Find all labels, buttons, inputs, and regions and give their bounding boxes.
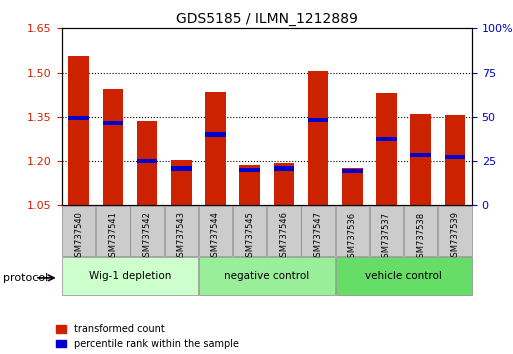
Text: GSM737546: GSM737546 bbox=[280, 211, 288, 262]
Text: GSM737543: GSM737543 bbox=[177, 211, 186, 262]
Bar bbox=[273, 162, 294, 205]
Bar bbox=[410, 114, 431, 205]
FancyBboxPatch shape bbox=[199, 206, 232, 256]
Bar bbox=[205, 132, 226, 137]
Text: GSM737542: GSM737542 bbox=[143, 211, 151, 262]
FancyBboxPatch shape bbox=[404, 206, 438, 256]
FancyBboxPatch shape bbox=[96, 206, 130, 256]
Bar bbox=[376, 137, 397, 141]
Bar bbox=[308, 71, 328, 205]
Bar bbox=[240, 168, 260, 172]
Text: GSM737547: GSM737547 bbox=[313, 211, 323, 262]
FancyBboxPatch shape bbox=[62, 206, 95, 256]
Bar bbox=[445, 115, 465, 205]
FancyBboxPatch shape bbox=[336, 206, 369, 256]
FancyBboxPatch shape bbox=[267, 206, 301, 256]
Text: GSM737541: GSM737541 bbox=[108, 211, 117, 262]
Text: protocol: protocol bbox=[3, 273, 48, 283]
Text: GSM737540: GSM737540 bbox=[74, 211, 83, 262]
Text: GSM737537: GSM737537 bbox=[382, 211, 391, 263]
FancyBboxPatch shape bbox=[199, 257, 335, 295]
Text: Wig-1 depletion: Wig-1 depletion bbox=[89, 271, 171, 281]
FancyBboxPatch shape bbox=[370, 206, 403, 256]
Text: vehicle control: vehicle control bbox=[365, 271, 442, 281]
FancyBboxPatch shape bbox=[233, 206, 266, 256]
Title: GDS5185 / ILMN_1212889: GDS5185 / ILMN_1212889 bbox=[176, 12, 358, 26]
Bar bbox=[68, 56, 89, 205]
Text: negative control: negative control bbox=[224, 271, 309, 281]
FancyBboxPatch shape bbox=[336, 257, 471, 295]
FancyBboxPatch shape bbox=[301, 206, 335, 256]
Text: GSM737544: GSM737544 bbox=[211, 211, 220, 262]
Bar bbox=[342, 169, 363, 173]
FancyBboxPatch shape bbox=[438, 206, 471, 256]
Bar bbox=[445, 155, 465, 159]
Bar bbox=[137, 159, 157, 163]
Bar bbox=[308, 118, 328, 122]
Text: GSM737538: GSM737538 bbox=[416, 211, 425, 263]
Bar bbox=[68, 116, 89, 120]
Bar bbox=[205, 92, 226, 205]
Bar bbox=[103, 121, 123, 125]
FancyBboxPatch shape bbox=[62, 257, 198, 295]
Bar bbox=[240, 166, 260, 205]
Bar bbox=[171, 160, 191, 205]
Bar bbox=[137, 121, 157, 205]
FancyBboxPatch shape bbox=[165, 206, 198, 256]
Bar bbox=[273, 166, 294, 171]
Legend: transformed count, percentile rank within the sample: transformed count, percentile rank withi… bbox=[56, 324, 239, 349]
Text: GSM737536: GSM737536 bbox=[348, 211, 357, 263]
Text: GSM737539: GSM737539 bbox=[450, 211, 459, 262]
Bar bbox=[342, 169, 363, 205]
Text: GSM737545: GSM737545 bbox=[245, 211, 254, 262]
Bar bbox=[410, 153, 431, 157]
Bar bbox=[171, 166, 191, 171]
FancyBboxPatch shape bbox=[130, 206, 164, 256]
Bar bbox=[103, 89, 123, 205]
Bar bbox=[376, 93, 397, 205]
